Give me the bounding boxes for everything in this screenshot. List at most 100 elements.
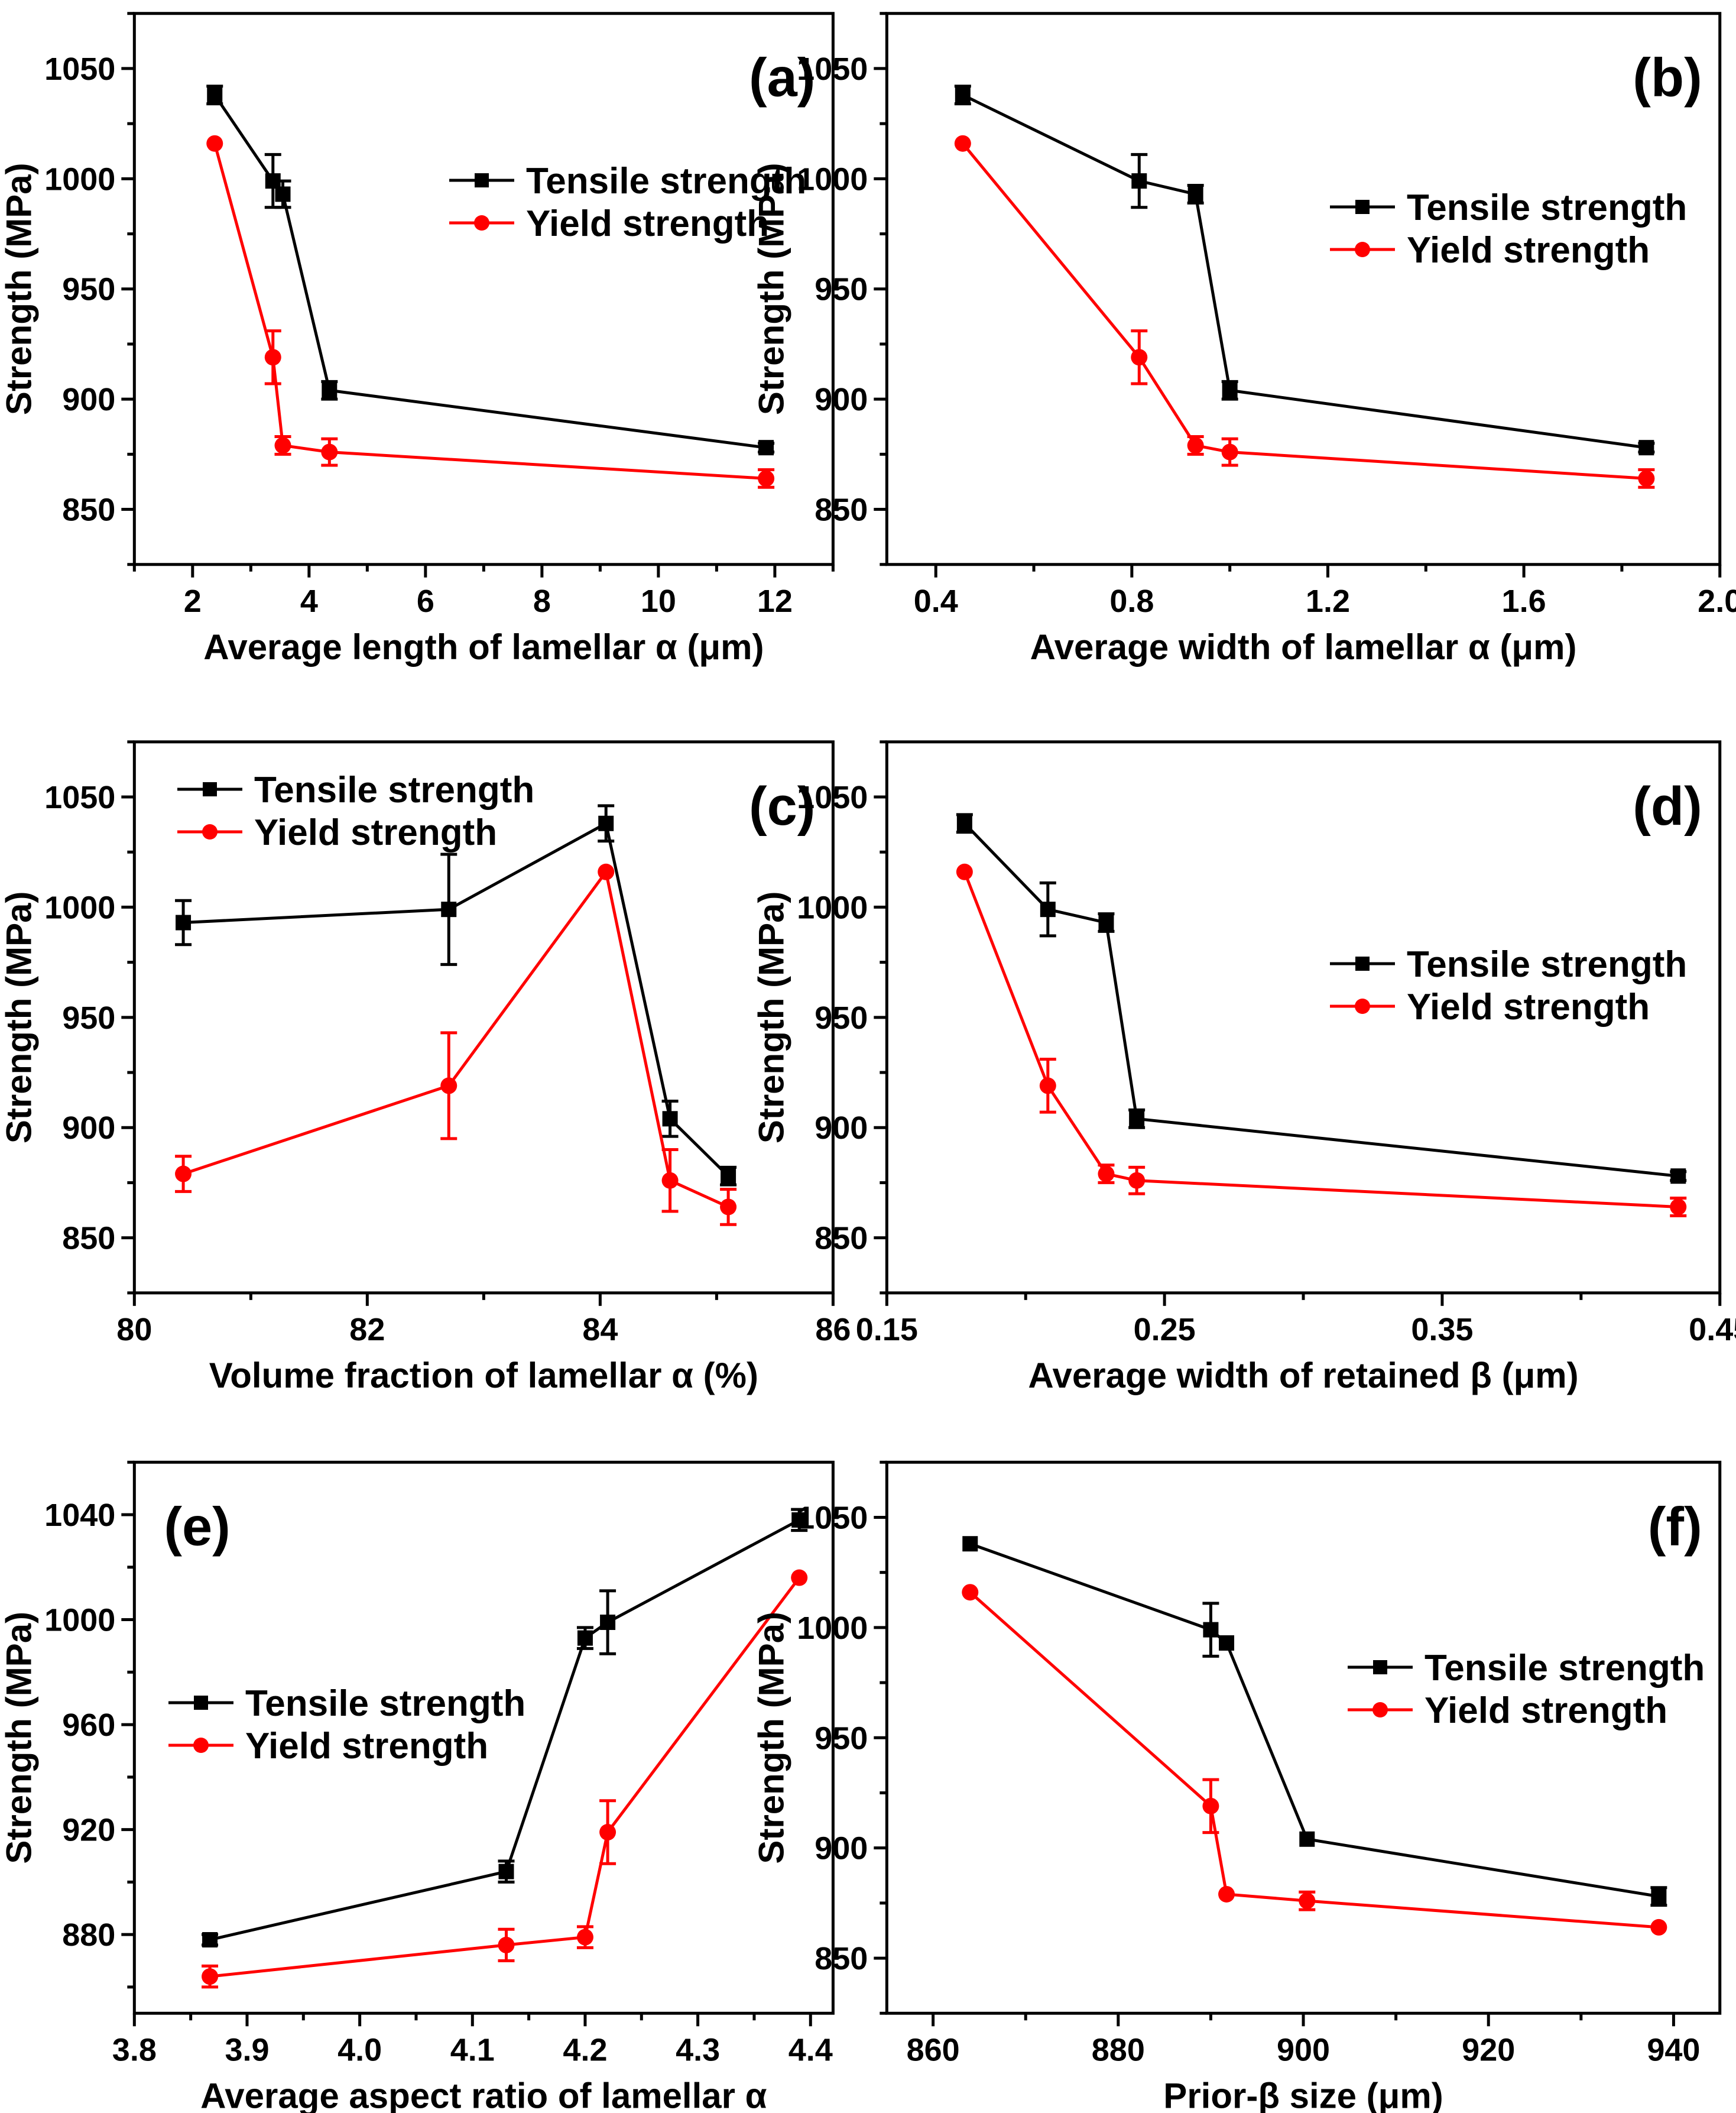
- data-point-yield-0_93: [1187, 437, 1204, 454]
- data-point-tensile-84_6: [662, 1111, 678, 1127]
- data-point-tensile-2_38: [207, 87, 223, 103]
- data-point-yield-0_455: [954, 135, 971, 152]
- panel-label: (b): [1633, 48, 1702, 108]
- series-line-tensile: [213, 94, 767, 449]
- x-tick-label: 900: [1277, 2032, 1330, 2067]
- data-point-tensile-864: [962, 1536, 978, 1552]
- data-point-yield-1: [1221, 443, 1238, 461]
- x-tick-label: 6: [417, 584, 434, 619]
- data-point-yield-0_178: [956, 863, 973, 880]
- chart-panel-2: 80 82 84 86 850 900 950 1000 1050 Volume fraction…: [0, 740, 851, 1395]
- data-point-yield-0_229: [1098, 1165, 1115, 1182]
- data-point-tensile-0_435: [1670, 1168, 1686, 1184]
- legend-circle-marker: [474, 215, 489, 231]
- plot-frame: [132, 12, 835, 566]
- data-point-tensile-900_4: [1299, 1831, 1315, 1847]
- panel-label: (e): [164, 1496, 230, 1557]
- data-point-tensile-4_39: [791, 1512, 807, 1528]
- data-point-tensile-0_208: [1040, 902, 1056, 918]
- x-tick-label: 920: [1462, 2032, 1515, 2067]
- x-tick-label: 4.0: [338, 2032, 382, 2067]
- y-tick-label: 900: [815, 1110, 868, 1146]
- y-tick-label: 880: [62, 1917, 115, 1953]
- data-point-yield-900_4: [1299, 1892, 1316, 1910]
- data-point-yield-84_05: [598, 863, 615, 880]
- data-point-tensile-4_35: [322, 383, 338, 398]
- x-tick-label: 1.6: [1502, 584, 1546, 619]
- data-point-yield-4_22: [599, 1824, 616, 1841]
- legend-label: Yield strength: [254, 812, 497, 853]
- y-tick-label: 950: [62, 272, 115, 307]
- data-point-yield-4_35: [321, 443, 338, 461]
- x-axis-title: Volume fraction of lamellar α (%): [209, 1356, 758, 1395]
- data-point-yield-3_55: [274, 437, 291, 454]
- data-point-tensile-3_55: [275, 186, 291, 202]
- y-tick-label: 950: [815, 272, 868, 307]
- x-tick-label: 4.4: [788, 2032, 833, 2067]
- legend-label: Tensile strength: [526, 161, 806, 202]
- y-tick-label: 1050: [797, 780, 868, 815]
- plot-frame: [885, 1460, 1722, 2015]
- data-point-yield-85_1: [720, 1198, 737, 1216]
- data-point-yield-0_815: [1131, 349, 1148, 366]
- data-point-yield-864: [962, 1584, 979, 1601]
- y-tick-label: 950: [815, 1000, 868, 1036]
- y-axis-title: Strength (MPa): [751, 163, 791, 415]
- panel-label: (c): [749, 776, 815, 837]
- panel-label: (f): [1648, 1496, 1702, 1557]
- x-tick-label: 82: [349, 1312, 385, 1347]
- data-point-yield-4_13: [498, 1936, 515, 1953]
- data-point-yield-890: [1202, 1797, 1219, 1814]
- legend-circle-marker: [193, 1738, 209, 1753]
- plot-frame: [132, 1460, 835, 2015]
- data-point-yield-4_39: [791, 1569, 808, 1586]
- y-tick-label: 900: [62, 382, 115, 417]
- y-tick-label: 920: [62, 1813, 115, 1848]
- x-tick-label: 10: [641, 584, 676, 619]
- x-tick-label: 4: [300, 584, 318, 619]
- legend-label: Yield strength: [1407, 230, 1650, 271]
- data-point-yield-938_4: [1650, 1918, 1667, 1936]
- data-point-yield-80_42: [175, 1165, 192, 1182]
- legend-label: Tensile strength: [1425, 1648, 1705, 1689]
- x-tick-label: 3.9: [225, 2032, 269, 2067]
- x-axis-title: Average width of lamellar α (μm): [1030, 627, 1577, 667]
- y-tick-label: 950: [815, 1720, 868, 1756]
- x-tick-label: 0.35: [1411, 1312, 1473, 1347]
- legend-circle-marker: [1372, 1702, 1388, 1717]
- y-tick-label: 1000: [797, 1610, 868, 1646]
- y-axis-title: Strength (MPa): [0, 891, 38, 1143]
- series-line-yield: [969, 1591, 1659, 1929]
- series-line-tensile: [962, 93, 1647, 449]
- data-point-yield-0_208: [1039, 1077, 1056, 1094]
- legend-square-marker: [475, 173, 489, 187]
- x-tick-label: 2.0: [1698, 584, 1736, 619]
- x-tick-label: 0.45: [1689, 1312, 1736, 1347]
- y-tick-label: 1050: [797, 1500, 868, 1535]
- data-point-tensile-1: [1222, 383, 1238, 398]
- legend-circle-marker: [1355, 999, 1370, 1014]
- data-point-yield-84_6: [661, 1172, 679, 1189]
- data-point-yield-0_24: [1128, 1172, 1146, 1189]
- y-tick-label: 1000: [44, 1603, 115, 1638]
- data-point-tensile-0_229: [1098, 915, 1114, 931]
- series-line-tensile: [183, 821, 729, 1178]
- legend-square-marker: [203, 782, 217, 796]
- chart-panel-0: 2 4 6 8 10 12 850 900 950 1000 1050 Average length …: [0, 12, 835, 667]
- data-point-yield-891_7: [1218, 1885, 1235, 1903]
- legend-square-marker: [1355, 200, 1370, 214]
- y-axis-title: Strength (MPa): [751, 1612, 791, 1864]
- data-point-yield-4_2: [576, 1929, 593, 1946]
- legend-label: Yield strength: [526, 203, 769, 244]
- data-point-tensile-0_24: [1129, 1111, 1145, 1127]
- x-axis-title: Average width of retained β (μm): [1028, 1356, 1578, 1395]
- data-point-tensile-4_22: [600, 1614, 616, 1630]
- x-tick-label: 4.3: [676, 2032, 720, 2067]
- data-point-tensile-11_85: [758, 440, 774, 456]
- series-line-yield: [183, 868, 729, 1208]
- y-tick-label: 850: [62, 1221, 115, 1256]
- x-tick-label: 860: [907, 2032, 960, 2067]
